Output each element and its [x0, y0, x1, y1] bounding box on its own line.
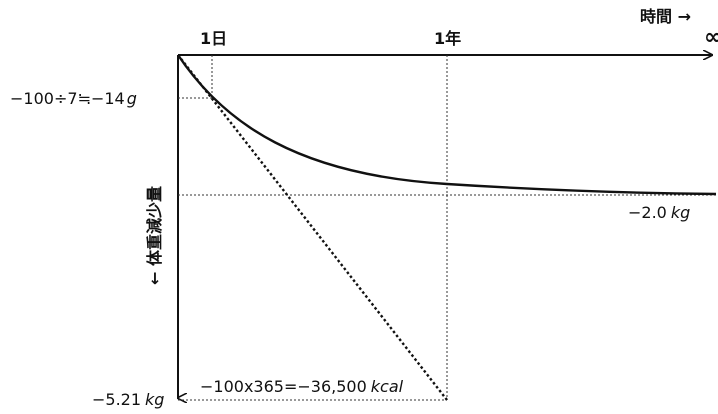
one-day-label: 1日 — [200, 29, 227, 48]
linear-total-label: −5.21 kg — [92, 390, 164, 409]
calorie-label: −100x365=−36,500 kcal — [200, 377, 404, 396]
infinity-label: ∞ — [704, 25, 718, 50]
day-loss-label: −100÷7≒−14 g — [10, 89, 137, 108]
weight-loss-axis-title: ← 体重減少量 — [145, 186, 164, 285]
asymptote-value-label: −2.0 kg — [628, 203, 690, 222]
time-axis-title: 時間 → — [640, 7, 691, 26]
decay-curve — [177, 54, 717, 196]
one-year-label: 1年 — [434, 29, 461, 48]
linear-decline-line — [177, 54, 448, 401]
